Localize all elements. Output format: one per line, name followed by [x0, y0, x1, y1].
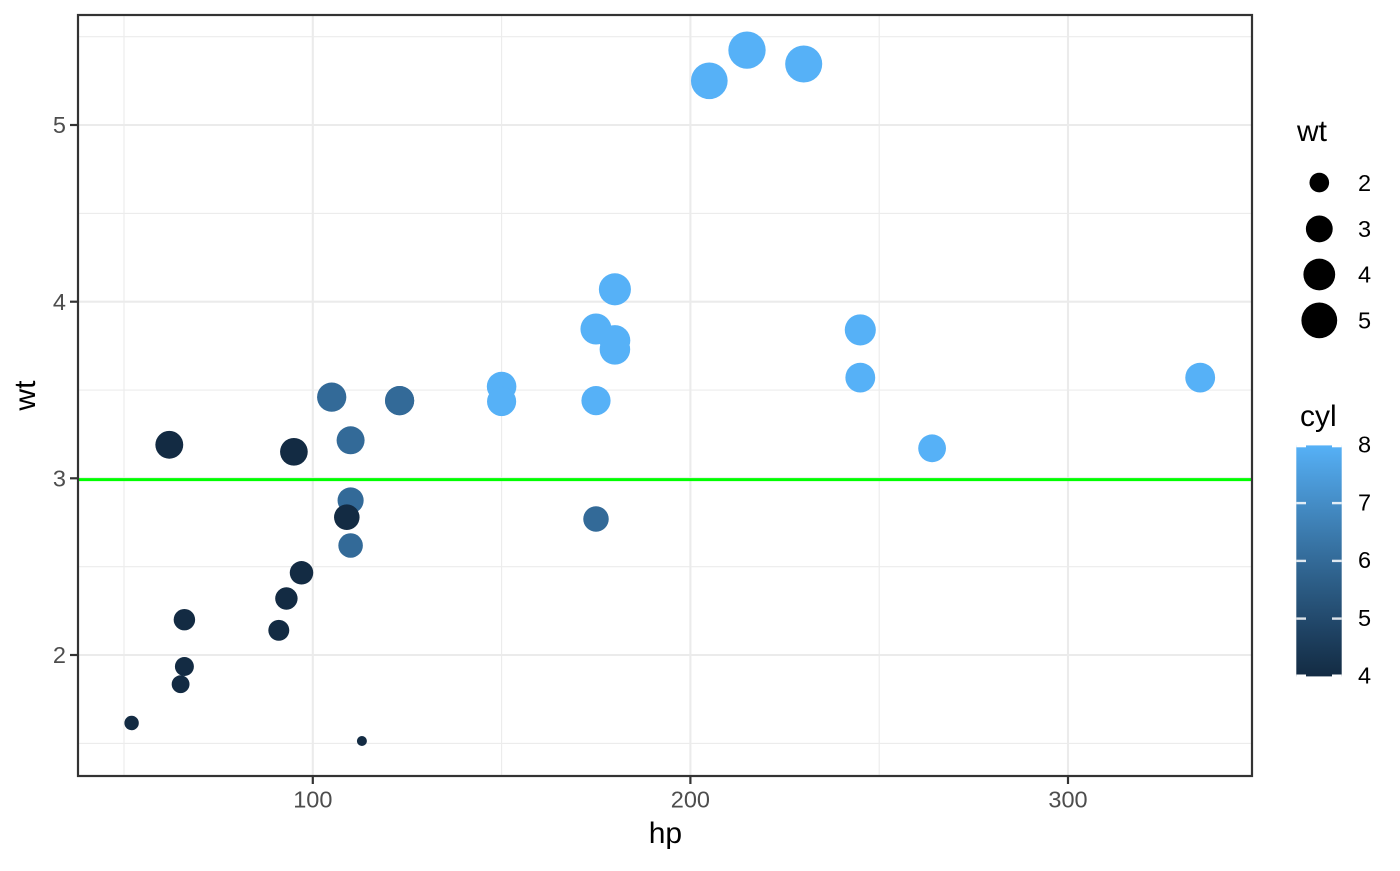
svg-text:6: 6 [1358, 547, 1371, 573]
svg-text:4: 4 [53, 289, 66, 315]
svg-text:5: 5 [1358, 308, 1371, 334]
svg-text:5: 5 [53, 112, 66, 138]
svg-text:5: 5 [1358, 605, 1371, 631]
svg-text:300: 300 [1048, 787, 1087, 813]
svg-text:200: 200 [671, 787, 710, 813]
svg-text:2: 2 [53, 642, 66, 668]
svg-text:2: 2 [1358, 170, 1371, 196]
svg-text:wt: wt [1296, 115, 1328, 148]
svg-text:7: 7 [1358, 489, 1371, 515]
svg-text:cyl: cyl [1300, 400, 1337, 433]
svg-text:3: 3 [1358, 216, 1371, 242]
svg-text:8: 8 [1358, 432, 1371, 458]
svg-text:3: 3 [53, 466, 66, 492]
svg-text:100: 100 [293, 787, 332, 813]
svg-text:4: 4 [1358, 262, 1371, 288]
svg-text:4: 4 [1358, 663, 1371, 689]
svg-text:wt: wt [9, 380, 42, 412]
svg-text:hp: hp [649, 817, 682, 850]
